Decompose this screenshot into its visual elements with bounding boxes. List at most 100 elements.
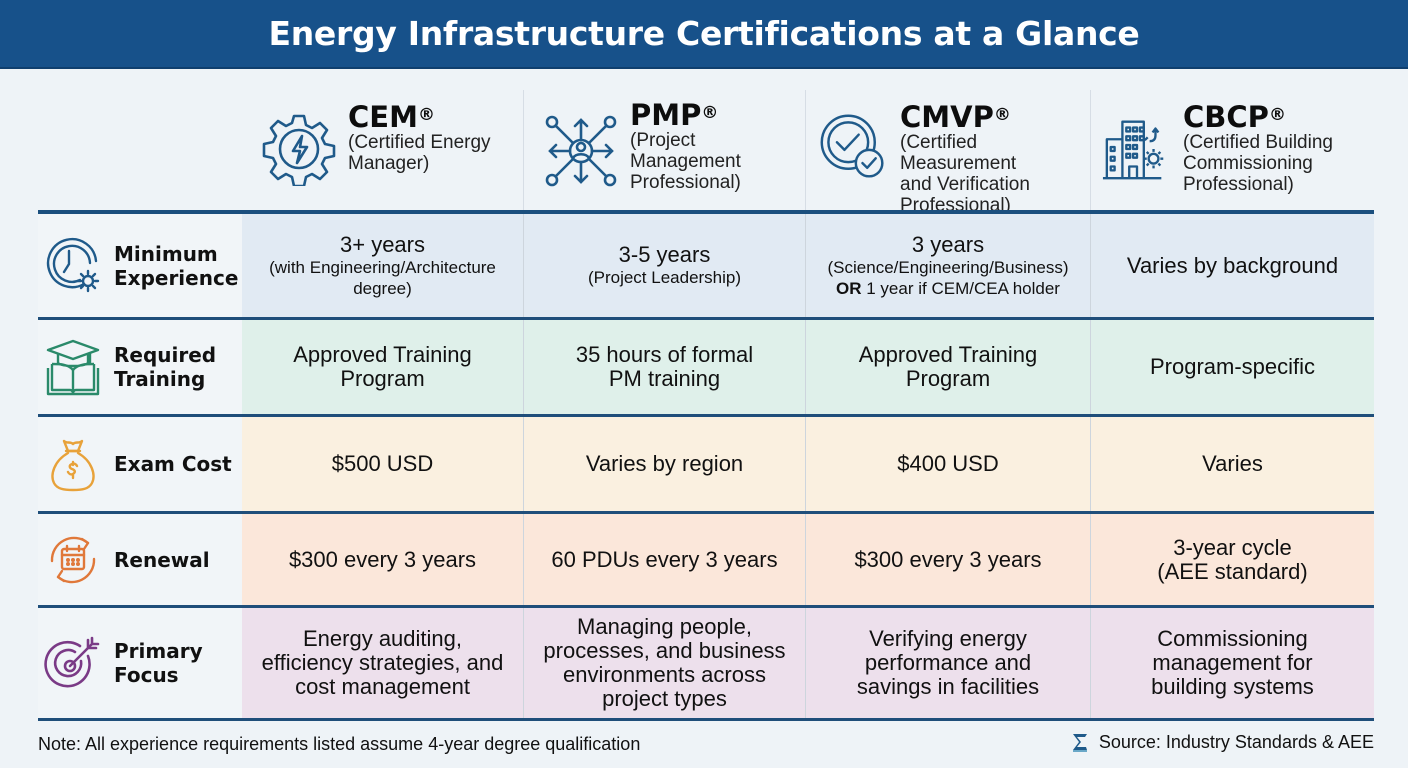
footnote: Note: All experience requirements listed… [38, 734, 641, 754]
cell-sub: (Science/Engineering/Business) [827, 257, 1069, 277]
table-cell: Managing people, processes, and business… [524, 608, 806, 718]
cell-text: building systems [1151, 674, 1314, 699]
table-cell: 3-5 years (Project Leadership) [524, 214, 806, 317]
cell-text: Program-specific [1149, 354, 1316, 379]
table-cell: 60 PDUs every 3 years [524, 514, 806, 605]
cell-sub: (with Engineering/Architecture [269, 257, 496, 277]
row-label-text: Primary [114, 639, 203, 663]
row-label: Required Training [38, 320, 242, 414]
cell-text: (AEE standard) [1157, 558, 1308, 584]
row-label-text: Renewal [114, 547, 210, 572]
cell-text: $300 every 3 years [854, 546, 1042, 572]
table-row-renewal: Renewal $300 every 3 years 60 PDUs every… [38, 514, 1374, 608]
cell-text: Energy auditing, [303, 626, 462, 651]
table-cell: Commissioning management for building sy… [1091, 608, 1374, 718]
cell-text: Commissioning [1157, 626, 1308, 651]
cell-text: 35 hours of formal [575, 342, 754, 367]
cell-text: Approved Training [858, 342, 1038, 367]
table-row-required-training: Required Training Approved Training Prog… [38, 320, 1374, 417]
cert-full-name: (Project [630, 130, 696, 151]
title-bar: Energy Infrastructure Certifications at … [0, 0, 1408, 69]
table-cell: Approved Training Program [242, 320, 524, 414]
cert-abbr: PMP [630, 98, 702, 132]
table-cell: Verifying energy performance and savings… [806, 608, 1091, 718]
target-arrow-icon [44, 636, 100, 688]
table-cell: Varies by region [524, 417, 806, 511]
cert-full-name: (Certified Energy [348, 132, 491, 153]
cert-abbr: CEM [348, 100, 418, 134]
cell-sub: (Project Leadership) [587, 268, 742, 287]
building-gear-icon [1102, 120, 1164, 180]
cell-text: 3-year cycle [1173, 534, 1292, 560]
registered-mark: ® [417, 105, 435, 125]
table-cell: 3+ years (with Engineering/Architecture … [242, 214, 524, 317]
table-cell: 3 years (Science/Engineering/Business) O… [806, 214, 1091, 317]
cert-abbr: CMVP [900, 100, 994, 134]
row-label-text: Exam Cost [114, 452, 232, 476]
row-label-text: Experience [114, 265, 239, 290]
cell-sub-emphasis: OR [836, 278, 862, 298]
cell-main: 3-5 years [618, 242, 711, 267]
cell-sub: OR 1 year if CEM/CEA holder [836, 278, 1060, 299]
money-bag-icon [51, 439, 95, 492]
page-title: Energy Infrastructure Certifications at … [268, 14, 1140, 53]
table-cell: Varies by background [1091, 214, 1374, 317]
column-header-cbcp: CBCP® (Certified Building Commissioning … [1091, 90, 1374, 211]
registered-mark: ® [1268, 105, 1286, 125]
cell-text: 60 PDUs every 3 years [551, 546, 778, 572]
calendar-cycle-icon [50, 536, 96, 583]
cert-full-name: Commissioning [1183, 153, 1313, 174]
cell-text: PM training [608, 366, 721, 391]
table-cell: Varies [1091, 417, 1374, 511]
cell-text: savings in facilities [856, 674, 1040, 699]
cell-text: Program [340, 366, 425, 391]
cell-main: Varies by background [1126, 252, 1339, 278]
cell-text: project types [602, 686, 727, 711]
table-cell: 35 hours of formal PM training [524, 320, 806, 414]
table-cell: $300 every 3 years [806, 514, 1091, 605]
table-cell: $400 USD [806, 417, 1091, 511]
row-label: Primary Focus [38, 608, 242, 718]
cell-text: Varies [1202, 451, 1263, 476]
cell-text: Program [905, 366, 991, 391]
cell-text: processes, and business [543, 638, 786, 663]
table-cell: Program-specific [1091, 320, 1374, 414]
cell-main: 3+ years [340, 231, 425, 257]
column-header-cem: CEM® (Certified Energy Manager) [242, 90, 524, 211]
gear-lightning-icon [262, 114, 336, 186]
cell-text: performance and [864, 650, 1032, 675]
cell-text: cost management [295, 674, 470, 699]
cell-text: management for [1152, 650, 1313, 675]
row-label: Minimum Experience [38, 214, 242, 317]
cert-abbr: CBCP [1183, 100, 1269, 134]
row-label-text: Focus [114, 663, 179, 687]
column-header-pmp: PMP® (Project Management Professional) [524, 90, 806, 211]
aee-logo-icon [1072, 733, 1087, 752]
table-row-exam-cost: Exam Cost $500 USD Varies by region $400… [38, 417, 1374, 514]
cert-full-name: Management [630, 151, 741, 172]
double-check-badge-icon [820, 114, 884, 178]
registered-mark: ® [701, 103, 719, 123]
cell-text: environments across [563, 662, 766, 687]
cell-sub-tail: 1 year if CEM/CEA holder [861, 278, 1060, 298]
source-text: Source: Industry Standards & AEE [1098, 732, 1374, 752]
table-cell: Energy auditing, efficiency strategies, … [242, 608, 524, 718]
network-person-icon [545, 115, 617, 187]
table-cell: $300 every 3 years [242, 514, 524, 605]
cell-text: $300 every 3 years [288, 546, 477, 572]
certification-header-row: CEM® (Certified Energy Manager) PMP® (Pr… [242, 90, 1374, 216]
row-label-text: Required [114, 343, 217, 367]
cell-main: 3 years [911, 231, 985, 257]
cell-text: efficiency strategies, and [261, 650, 504, 675]
cert-full-name: Professional) [1183, 174, 1294, 195]
cell-text: $400 USD [897, 451, 999, 476]
clock-gear-icon [46, 237, 100, 292]
cert-full-name: (Certified Building [1183, 132, 1333, 153]
table-cell: Approved Training Program [806, 320, 1091, 414]
cell-text: Approved Training [293, 342, 472, 367]
cell-text: Verifying energy [869, 626, 1027, 651]
cert-full-name: Manager) [348, 153, 430, 174]
cell-text: $500 USD [331, 451, 434, 476]
table-row-primary-focus: Primary Focus Energy auditing, efficienc… [38, 608, 1374, 721]
cert-full-name: (Certified Measurement [900, 132, 1017, 174]
